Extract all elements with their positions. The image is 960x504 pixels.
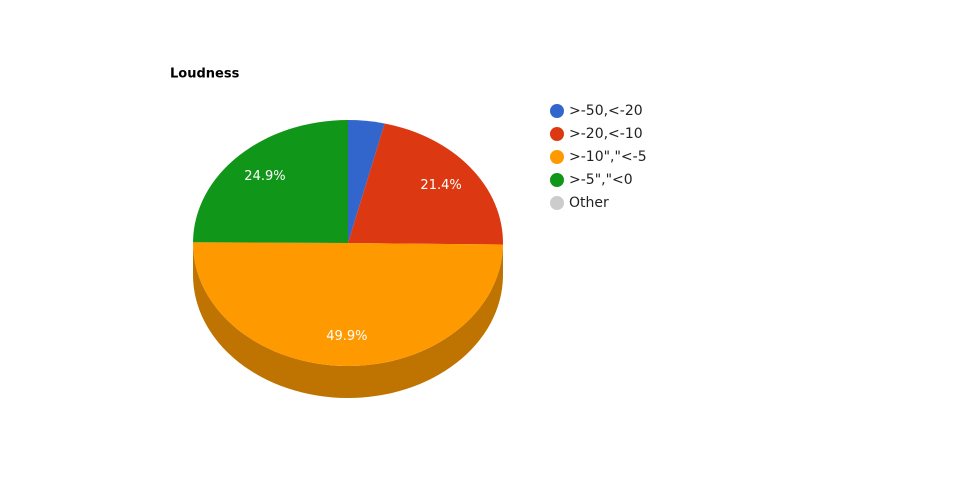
legend-swatch: [550, 127, 564, 141]
legend-label: >-10","<-5: [569, 149, 647, 165]
legend-label: >-5","<0: [569, 172, 633, 188]
legend-label: Other: [569, 195, 609, 211]
chart-title: Loudness: [170, 67, 240, 82]
slice-label: 21.4%: [420, 178, 461, 193]
legend-swatch: [550, 150, 564, 164]
legend-label: >-50,<-20: [569, 103, 643, 119]
legend-swatch: [550, 104, 564, 118]
legend-swatch: [550, 173, 564, 187]
slice-label: 49.9%: [326, 329, 367, 344]
legend-label: >-20,<-10: [569, 126, 643, 142]
slice-label: 24.9%: [244, 169, 285, 184]
legend-swatch: [550, 196, 564, 210]
